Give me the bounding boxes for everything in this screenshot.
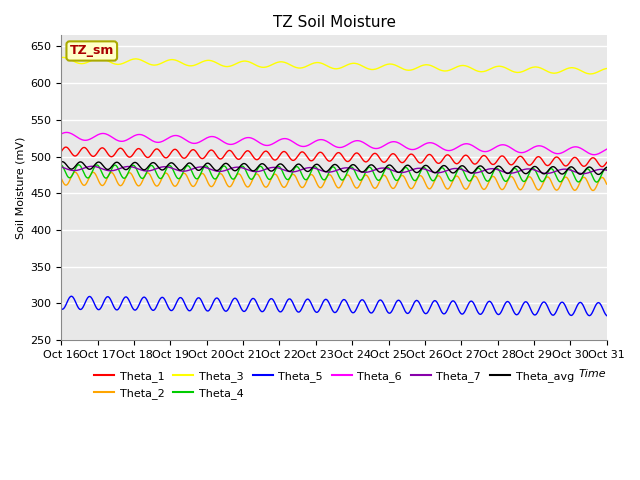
Theta_avg (460, 163, 467, 169)
Theta_6 (63, 130, 71, 135)
Theta_3 (587, 71, 595, 77)
Theta_5 (364, 305, 371, 311)
Theta_avg (595, 171, 602, 177)
Theta_2 (603, 181, 611, 187)
Theta_3 (460, 62, 467, 68)
Theta_3 (603, 66, 611, 72)
Theta_2 (289, 171, 296, 177)
Line: Theta_3: Theta_3 (61, 58, 607, 74)
Theta_6 (554, 151, 561, 156)
Theta_1 (289, 157, 296, 163)
Theta_1 (460, 154, 467, 160)
Theta_7 (603, 168, 611, 173)
Theta_4 (364, 166, 371, 171)
Theta_1 (58, 148, 65, 154)
Theta_6 (603, 146, 611, 152)
Theta_5 (460, 311, 467, 317)
Line: Theta_6: Theta_6 (61, 132, 607, 155)
Theta_3 (554, 70, 561, 75)
Line: Theta_7: Theta_7 (61, 166, 607, 174)
Theta_2 (364, 173, 371, 179)
Theta_3 (59, 55, 67, 60)
Theta_4 (593, 179, 600, 185)
Theta_6 (590, 152, 598, 157)
Theta_7 (390, 168, 397, 174)
Theta_7 (228, 165, 236, 171)
Theta_5 (554, 306, 561, 312)
Theta_6 (289, 139, 296, 144)
Theta_7 (554, 168, 561, 173)
Theta_5 (58, 306, 65, 312)
Y-axis label: Soil Moisture (mV): Soil Moisture (mV) (15, 136, 25, 239)
Theta_2 (554, 187, 561, 192)
Theta_2 (460, 184, 467, 190)
Theta_3 (289, 63, 296, 69)
Theta_avg (228, 166, 236, 172)
Theta_3 (58, 55, 65, 60)
Theta_5 (289, 299, 296, 305)
Line: Theta_5: Theta_5 (61, 296, 607, 316)
Theta_4 (75, 162, 83, 168)
Theta_3 (390, 62, 397, 68)
Theta_6 (460, 142, 467, 147)
Theta_4 (228, 176, 236, 182)
Theta_avg (58, 159, 65, 165)
Theta_4 (603, 167, 611, 172)
Theta_4 (390, 175, 397, 180)
Line: Theta_avg: Theta_avg (61, 162, 607, 174)
Theta_avg (59, 159, 67, 165)
Theta_7 (88, 163, 96, 169)
Theta_5 (228, 298, 236, 304)
Theta_1 (598, 164, 606, 169)
Theta_1 (364, 158, 371, 164)
Theta_avg (554, 168, 561, 173)
Theta_3 (364, 66, 371, 72)
Theta_4 (289, 169, 296, 175)
Theta_1 (228, 149, 236, 155)
Theta_6 (390, 139, 397, 144)
Title: TZ Soil Moisture: TZ Soil Moisture (273, 15, 396, 30)
Theta_2 (58, 176, 65, 181)
Theta_5 (390, 304, 397, 310)
Theta_avg (289, 167, 296, 172)
Theta_4 (58, 162, 65, 168)
Theta_avg (603, 165, 611, 170)
Theta_1 (603, 159, 611, 165)
Theta_7 (289, 169, 296, 175)
Theta_6 (228, 142, 236, 147)
Line: Theta_2: Theta_2 (61, 172, 607, 191)
Legend: Theta_1, Theta_2, Theta_3, Theta_4, Theta_5, Theta_6, Theta_7, Theta_avg: Theta_1, Theta_2, Theta_3, Theta_4, Thet… (94, 371, 574, 398)
Line: Theta_1: Theta_1 (61, 147, 607, 167)
Text: Time: Time (579, 369, 607, 379)
Theta_avg (364, 165, 371, 170)
Theta_7 (364, 169, 371, 175)
Theta_4 (460, 168, 467, 174)
Theta_1 (62, 144, 70, 150)
Theta_2 (228, 181, 236, 187)
Theta_2 (390, 185, 397, 191)
Theta_6 (364, 142, 371, 148)
Theta_5 (603, 312, 611, 318)
Theta_7 (460, 167, 467, 173)
Theta_2 (71, 169, 79, 175)
Theta_5 (586, 313, 593, 319)
Theta_1 (554, 155, 561, 160)
Theta_2 (589, 188, 597, 193)
Theta_6 (58, 131, 65, 137)
Theta_4 (554, 177, 561, 182)
Theta_1 (390, 151, 397, 156)
Theta_5 (68, 293, 76, 299)
Theta_3 (228, 63, 236, 69)
Text: TZ_sm: TZ_sm (70, 45, 114, 58)
Theta_avg (390, 166, 397, 171)
Theta_7 (579, 171, 587, 177)
Theta_7 (58, 164, 65, 170)
Line: Theta_4: Theta_4 (61, 165, 607, 182)
